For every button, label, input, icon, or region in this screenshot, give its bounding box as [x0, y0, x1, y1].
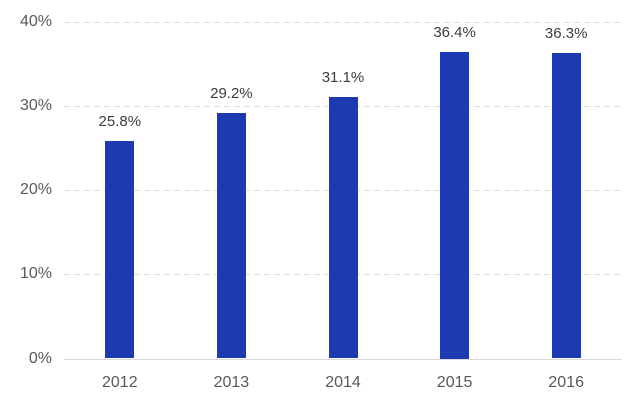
bar-value-label: 29.2%: [210, 84, 253, 102]
y-axis-tick-label: 0%: [28, 349, 52, 367]
x-axis-category-label: 2015: [436, 374, 473, 391]
x-axis-line: [64, 358, 622, 360]
x-axis-category-label: 2016: [548, 374, 584, 391]
gridline-40%: [64, 21, 622, 23]
y-axis-tick-label: 20%: [19, 181, 52, 199]
x-axis-category-label: 2014: [325, 374, 361, 391]
y-axis-tick-label: 40%: [19, 12, 52, 30]
bar-value-label: 31.1%: [321, 68, 365, 86]
bar-2016: [551, 52, 581, 359]
bar-2014: [328, 96, 358, 359]
bar-value-label: 36.4%: [433, 24, 476, 41]
bar-value-label: 25.8%: [98, 113, 142, 131]
bar-2012: [105, 141, 135, 359]
bar-2015: [440, 52, 470, 359]
y-axis-tick-label: 30%: [19, 96, 52, 114]
bar-2013: [216, 112, 246, 359]
bar-value-label: 36.3%: [544, 24, 588, 42]
x-axis-category-label: 2013: [213, 374, 250, 391]
x-axis-category-label: 2012: [102, 374, 138, 391]
y-axis-tick-label: 10%: [19, 265, 52, 283]
